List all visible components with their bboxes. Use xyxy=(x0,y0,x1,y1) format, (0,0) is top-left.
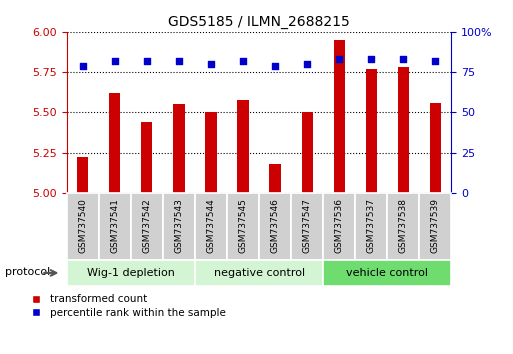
Point xyxy=(175,58,183,64)
Text: GSM737547: GSM737547 xyxy=(303,198,312,253)
Bar xyxy=(333,40,345,193)
Bar xyxy=(323,260,451,286)
Point xyxy=(111,58,119,64)
Bar xyxy=(430,103,441,193)
Point xyxy=(367,56,376,62)
Bar xyxy=(355,193,387,260)
Bar xyxy=(67,260,195,286)
Bar xyxy=(195,260,323,286)
Bar xyxy=(259,193,291,260)
Legend: transformed count, percentile rank within the sample: transformed count, percentile rank withi… xyxy=(26,295,226,318)
Bar xyxy=(173,104,185,193)
Bar xyxy=(98,193,131,260)
Point xyxy=(78,63,87,69)
Bar xyxy=(387,193,420,260)
Point xyxy=(399,56,407,62)
Bar xyxy=(398,67,409,193)
Point xyxy=(271,63,279,69)
Bar xyxy=(227,193,259,260)
Bar xyxy=(77,158,88,193)
Text: GSM737538: GSM737538 xyxy=(399,198,408,253)
Bar xyxy=(269,164,281,193)
Point xyxy=(143,58,151,64)
Text: Wig-1 depletion: Wig-1 depletion xyxy=(87,268,175,278)
Point xyxy=(207,61,215,67)
Bar xyxy=(141,122,152,193)
Bar xyxy=(302,113,313,193)
Bar xyxy=(205,113,216,193)
Text: protocol: protocol xyxy=(5,267,51,277)
Bar xyxy=(163,193,195,260)
Point xyxy=(335,56,343,62)
Text: GSM737536: GSM737536 xyxy=(334,198,344,253)
Point xyxy=(239,58,247,64)
Text: negative control: negative control xyxy=(213,268,305,278)
Bar xyxy=(291,193,323,260)
Bar xyxy=(195,193,227,260)
Bar xyxy=(323,193,355,260)
Point xyxy=(303,61,311,67)
Bar xyxy=(131,193,163,260)
Bar xyxy=(109,93,121,193)
Text: GSM737537: GSM737537 xyxy=(367,198,376,253)
Point xyxy=(431,58,440,64)
Text: GSM737545: GSM737545 xyxy=(239,198,248,253)
Bar xyxy=(366,69,377,193)
Text: GSM737546: GSM737546 xyxy=(270,198,280,253)
Text: GSM737541: GSM737541 xyxy=(110,198,120,253)
Text: GSM737544: GSM737544 xyxy=(206,198,215,253)
Title: GDS5185 / ILMN_2688215: GDS5185 / ILMN_2688215 xyxy=(168,16,350,29)
Bar xyxy=(238,99,249,193)
Bar xyxy=(420,193,451,260)
Text: GSM737540: GSM737540 xyxy=(78,198,87,253)
Text: vehicle control: vehicle control xyxy=(346,268,428,278)
Bar xyxy=(67,193,98,260)
Text: GSM737539: GSM737539 xyxy=(431,198,440,253)
Text: GSM737543: GSM737543 xyxy=(174,198,184,253)
Text: GSM737542: GSM737542 xyxy=(142,198,151,253)
